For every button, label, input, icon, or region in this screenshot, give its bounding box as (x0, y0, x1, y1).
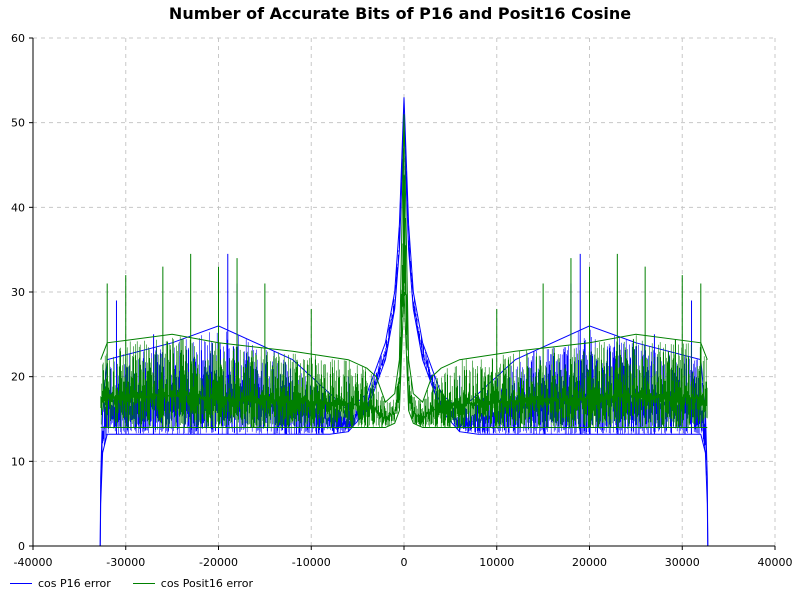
y-tick-label: 40 (11, 201, 25, 214)
x-tick-label: 40000 (758, 556, 793, 569)
series-posit16 (100, 114, 708, 428)
x-tick-label: 20000 (572, 556, 607, 569)
y-tick-label: 50 (11, 117, 25, 130)
series-upper-envelope (100, 114, 708, 403)
legend-label: cos P16 error (38, 576, 111, 590)
legend-item-posit16: cos Posit16 error (132, 576, 253, 590)
legend-item-p16: cos P16 error (10, 577, 111, 590)
y-tick-label: 10 (11, 455, 25, 468)
series-lower-envelope (100, 291, 708, 428)
y-tick-label: 20 (11, 371, 25, 384)
legend-label: cos Posit16 error (160, 576, 253, 590)
x-tick-label: 0 (401, 556, 408, 569)
x-tick-label: -30000 (106, 556, 145, 569)
x-tick-label: -10000 (292, 556, 331, 569)
y-tick-label: 0 (18, 540, 25, 553)
x-tick-label: 30000 (665, 556, 700, 569)
legend-swatch (132, 582, 155, 584)
legend: cos P16 error cos Posit16 error (10, 576, 275, 590)
series-layer (99, 97, 709, 547)
axes-layer: -40000 -30000 -20000 -10000 0 10000 20000 30000… (11, 32, 793, 569)
x-tick-label: 10000 (479, 556, 514, 569)
x-tick-label: -20000 (199, 556, 238, 569)
y-tick-label: 60 (11, 32, 25, 45)
series-line (100, 148, 708, 428)
legend-swatch (10, 582, 32, 584)
y-tick-label: 30 (11, 286, 25, 299)
chart-title: Number of Accurate Bits of P16 and Posit… (168, 4, 632, 23)
x-tick-label: -40000 (14, 556, 53, 569)
